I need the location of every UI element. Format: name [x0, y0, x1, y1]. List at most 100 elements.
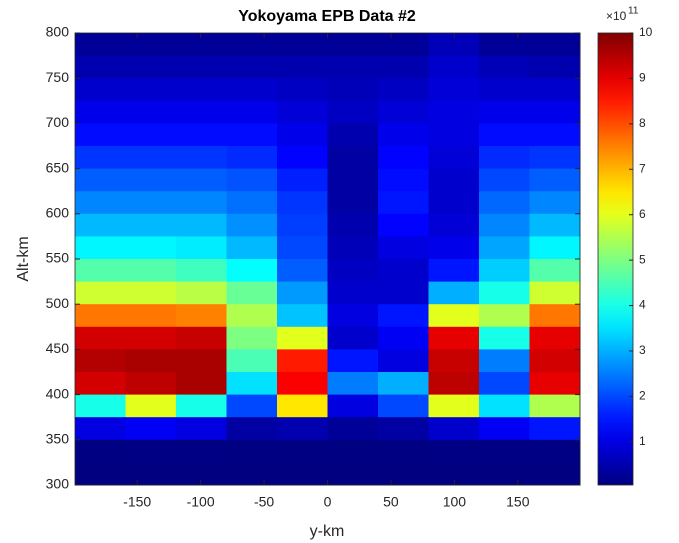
- heatmap-cell: [327, 326, 379, 350]
- heatmap-cell: [327, 33, 379, 57]
- heatmap-cell: [277, 259, 328, 283]
- heatmap-cell: [75, 55, 126, 79]
- heatmap-cell: [176, 304, 227, 328]
- heatmap-cell: [378, 281, 429, 305]
- heatmap-cell: [176, 417, 227, 441]
- heatmap-cell: [75, 146, 126, 170]
- heatmap-cell: [428, 439, 480, 463]
- y-axis-label: Alt-km: [15, 236, 32, 281]
- heatmap-cell: [327, 349, 379, 373]
- colorbar-exponent: 11: [628, 6, 639, 17]
- heatmap-cell: [479, 78, 530, 102]
- colorbar-tick-label: 8: [639, 116, 646, 130]
- colorbar-exponent-base: ×10: [606, 9, 627, 23]
- colorbar-tick-label: 5: [639, 252, 646, 266]
- heatmap-cell: [226, 281, 278, 305]
- heatmap-cell: [428, 462, 480, 486]
- heatmap-cell: [277, 349, 328, 373]
- heatmap-cell: [226, 168, 278, 192]
- heatmap-cell: [479, 33, 530, 57]
- y-tick-label: 400: [46, 385, 70, 401]
- y-tick-label: 450: [46, 340, 70, 356]
- heatmap-cell: [75, 281, 126, 305]
- heatmap-cell: [176, 462, 227, 486]
- heatmap-cell: [479, 304, 530, 328]
- heatmap-cell: [176, 168, 227, 192]
- heatmap-cell: [125, 123, 177, 147]
- heatmap-cell: [75, 462, 126, 486]
- colorbar-tick-label: 3: [639, 343, 646, 357]
- y-tick-label: 800: [46, 24, 70, 40]
- heatmap-cell: [125, 326, 177, 350]
- heatmap-cell: [529, 259, 581, 283]
- heatmap-cell: [428, 55, 480, 79]
- heatmap-cell: [378, 326, 429, 350]
- heatmap-cell: [479, 236, 530, 260]
- x-tick-label: -50: [254, 494, 274, 510]
- heatmap-cell: [176, 326, 227, 350]
- colorbar-tick-label: 10: [639, 25, 653, 39]
- heatmap-cell: [277, 78, 328, 102]
- heatmap-cell: [428, 326, 480, 350]
- heatmap-cell: [125, 349, 177, 373]
- heatmap-cell: [428, 349, 480, 373]
- heatmap-cell: [226, 146, 278, 170]
- colorbar-tick-label: 1: [639, 434, 646, 448]
- heatmap-cell: [277, 417, 328, 441]
- x-tick-label: -150: [123, 494, 151, 510]
- chart-title: Yokoyama EPB Data #2: [238, 8, 416, 25]
- x-tick-label: 150: [506, 494, 530, 510]
- heatmap-cell: [226, 462, 278, 486]
- heatmap-cell: [277, 33, 328, 57]
- heatmap-cell: [529, 326, 581, 350]
- heatmap-cell: [479, 326, 530, 350]
- heatmap-cell: [75, 304, 126, 328]
- heatmap-cell: [428, 123, 480, 147]
- heatmap-cell: [226, 78, 278, 102]
- heatmap-cell: [327, 123, 379, 147]
- heatmap-cell: [75, 236, 126, 260]
- heatmap-cell: [226, 394, 278, 418]
- heatmap-cell: [176, 146, 227, 170]
- heatmap-cell: [378, 439, 429, 463]
- heatmap-cell: [529, 349, 581, 373]
- heatmap-cell: [327, 100, 379, 124]
- heatmap: [75, 33, 581, 486]
- heatmap-cell: [479, 281, 530, 305]
- heatmap-cell: [176, 191, 227, 215]
- heatmap-cell: [226, 123, 278, 147]
- heatmap-cell: [428, 100, 480, 124]
- heatmap-cell: [529, 55, 581, 79]
- heatmap-cell: [378, 462, 429, 486]
- x-tick-label: 0: [324, 494, 332, 510]
- heatmap-cell: [378, 394, 429, 418]
- heatmap-cell: [529, 100, 581, 124]
- heatmap-cell: [277, 326, 328, 350]
- heatmap-cell: [125, 259, 177, 283]
- heatmap-cell: [125, 372, 177, 396]
- heatmap-cell: [226, 304, 278, 328]
- heatmap-cell: [479, 123, 530, 147]
- x-tick-label: 100: [443, 494, 467, 510]
- heatmap-cell: [176, 100, 227, 124]
- heatmap-cell: [125, 168, 177, 192]
- heatmap-cell: [327, 213, 379, 237]
- heatmap-cell: [75, 100, 126, 124]
- heatmap-cell: [327, 236, 379, 260]
- colorbar-tick-label: 4: [639, 298, 646, 312]
- heatmap-cell: [529, 236, 581, 260]
- heatmap-cell: [125, 146, 177, 170]
- heatmap-cell: [378, 372, 429, 396]
- heatmap-cell: [327, 462, 379, 486]
- y-tick-label: 550: [46, 250, 70, 266]
- heatmap-cell: [327, 281, 379, 305]
- heatmap-cell: [378, 55, 429, 79]
- heatmap-cell: [529, 439, 581, 463]
- heatmap-cell: [428, 168, 480, 192]
- heatmap-cell: [226, 100, 278, 124]
- heatmap-cell: [226, 349, 278, 373]
- y-tick-label: 350: [46, 431, 70, 447]
- heatmap-cell: [428, 146, 480, 170]
- heatmap-cell: [428, 372, 480, 396]
